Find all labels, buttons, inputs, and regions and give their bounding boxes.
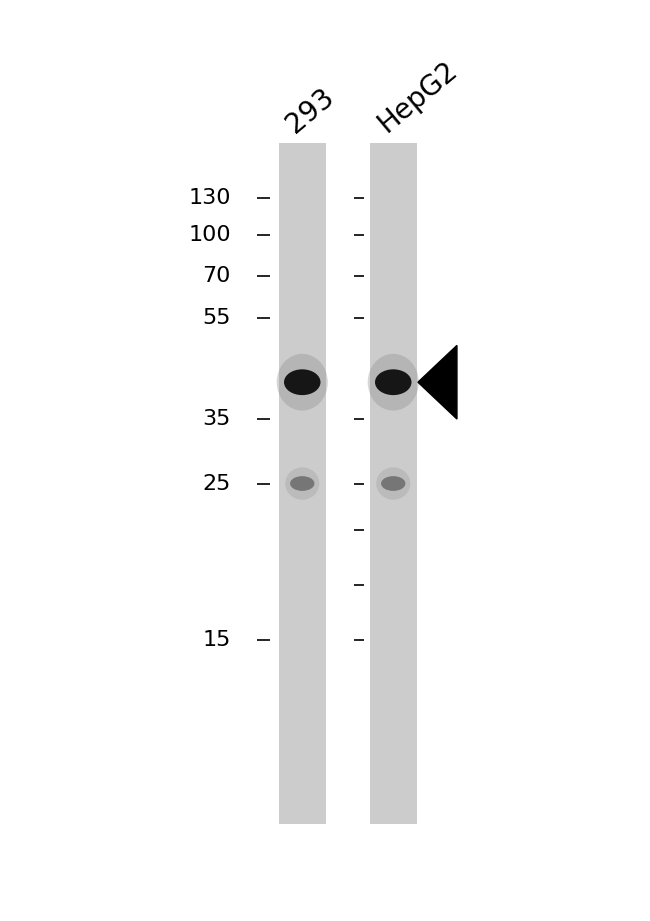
Text: 130: 130 <box>188 188 231 208</box>
Text: 15: 15 <box>202 630 231 650</box>
Text: 25: 25 <box>202 473 231 494</box>
Ellipse shape <box>284 369 320 395</box>
Ellipse shape <box>285 467 319 500</box>
Ellipse shape <box>375 369 411 395</box>
Ellipse shape <box>376 467 410 500</box>
Text: HepG2: HepG2 <box>372 56 462 138</box>
Ellipse shape <box>290 476 315 491</box>
Text: 70: 70 <box>202 266 231 286</box>
Text: 293: 293 <box>281 83 340 138</box>
Ellipse shape <box>368 354 419 411</box>
Text: 55: 55 <box>202 308 231 328</box>
Ellipse shape <box>381 476 406 491</box>
Ellipse shape <box>277 354 328 411</box>
Polygon shape <box>418 345 457 419</box>
Text: 35: 35 <box>202 409 231 429</box>
Bar <box>279 143 326 824</box>
Text: 100: 100 <box>188 225 231 245</box>
Bar <box>370 143 417 824</box>
